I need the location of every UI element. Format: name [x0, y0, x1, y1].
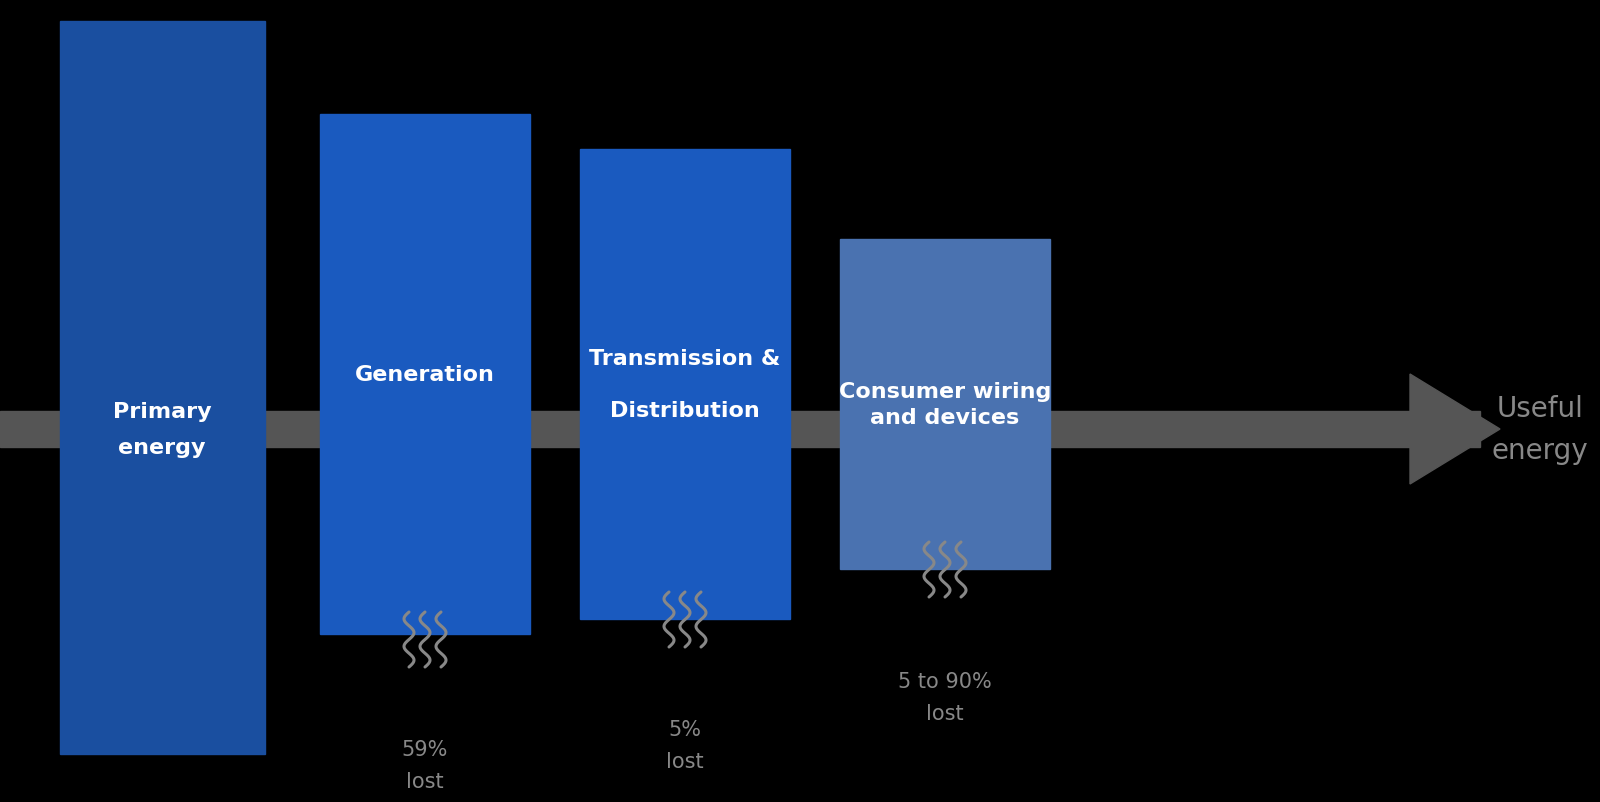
- Bar: [579, 150, 790, 619]
- Bar: [61, 22, 266, 754]
- Text: 5 to 90%: 5 to 90%: [898, 671, 992, 691]
- Text: Consumer wiring
and devices: Consumer wiring and devices: [838, 381, 1051, 427]
- Text: Primary
energy: Primary energy: [112, 402, 211, 457]
- Text: Generation: Generation: [355, 365, 494, 384]
- Text: lost: lost: [926, 703, 963, 723]
- Text: Transmission &

Distribution: Transmission & Distribution: [589, 348, 781, 421]
- Polygon shape: [1410, 375, 1501, 484]
- Bar: [0, 411, 1480, 448]
- Text: Useful
energy: Useful energy: [1491, 395, 1589, 464]
- Text: 59%: 59%: [402, 739, 448, 759]
- Text: lost: lost: [406, 771, 443, 791]
- Text: lost: lost: [666, 751, 704, 771]
- Bar: [320, 115, 530, 634]
- Text: 5%: 5%: [669, 719, 701, 739]
- Bar: [840, 240, 1050, 569]
